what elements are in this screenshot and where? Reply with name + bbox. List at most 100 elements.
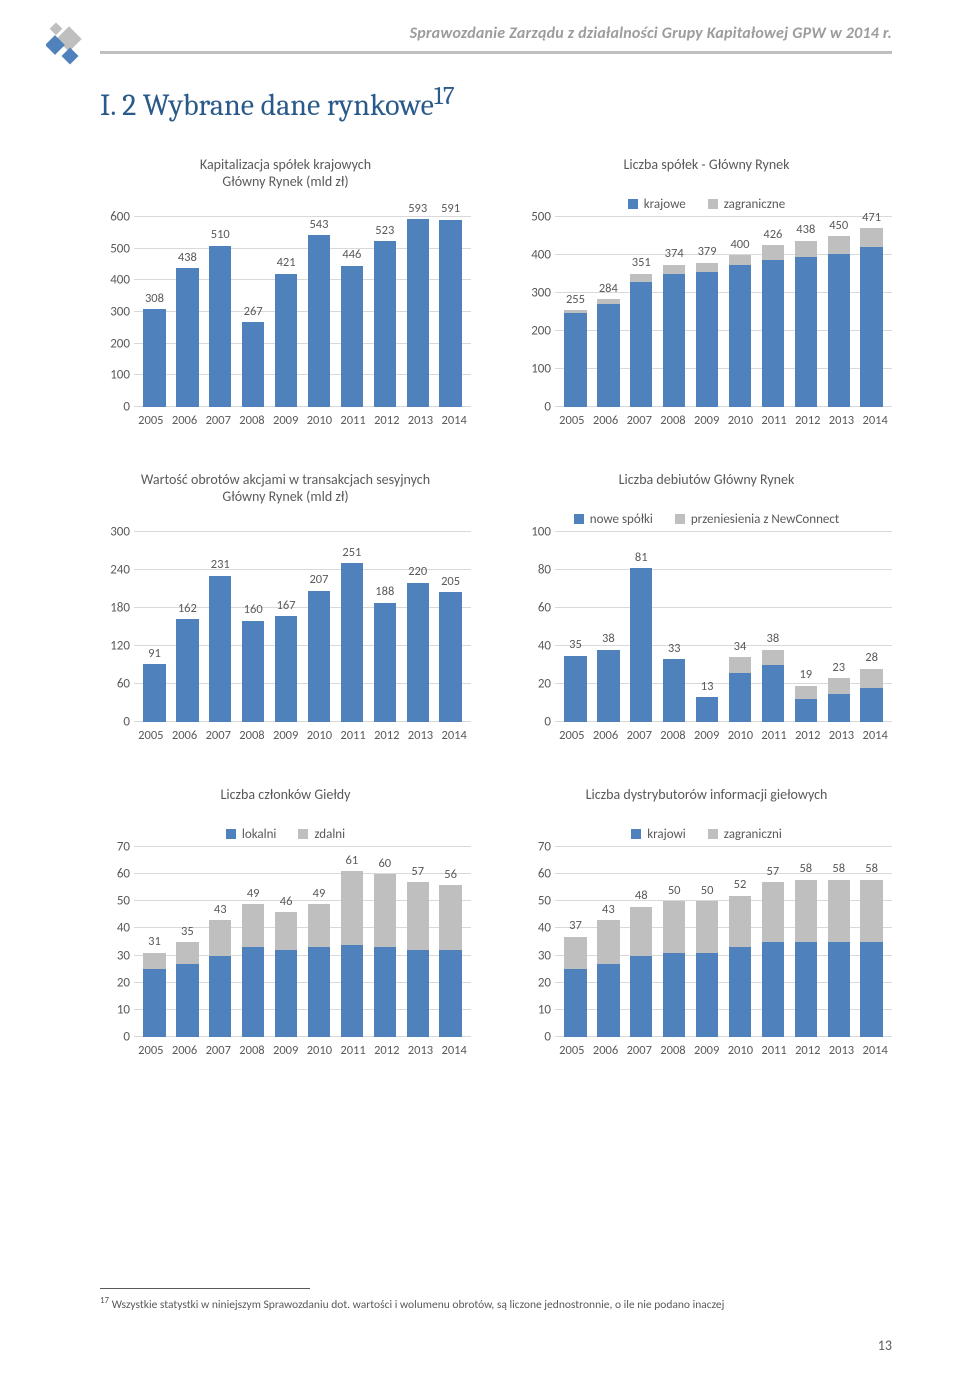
bar: 58 [822, 847, 855, 1037]
x-tick-label: 2013 [404, 728, 438, 743]
bar: 43 [204, 847, 237, 1037]
bar: 58 [855, 847, 888, 1037]
bar: 438 [789, 217, 822, 407]
gpw-logo-icon [46, 22, 96, 72]
bar-value-label: 379 [698, 246, 717, 259]
legend-item: krajowi [631, 825, 686, 843]
bar: 50 [691, 847, 724, 1037]
x-tick-label: 2006 [168, 413, 202, 428]
bar: 207 [303, 532, 336, 722]
bar: 446 [335, 217, 368, 407]
bar: 23 [822, 532, 855, 722]
x-tick-label: 2006 [589, 1043, 623, 1058]
x-tick-label: 2009 [269, 413, 303, 428]
x-tick-label: 2008 [235, 413, 269, 428]
bar-value-label: 160 [244, 604, 263, 617]
x-tick-label: 2011 [336, 728, 370, 743]
bar-value-label: 56 [444, 869, 457, 882]
bar-value-label: 543 [309, 219, 328, 232]
bar: 57 [401, 847, 434, 1037]
x-tick-label: 2010 [724, 413, 758, 428]
x-tick-label: 2008 [235, 1043, 269, 1058]
x-tick-label: 2013 [825, 413, 859, 428]
x-tick-label: 2012 [370, 1043, 404, 1058]
y-tick-label: 500 [110, 241, 130, 256]
x-tick-label: 2014 [437, 1043, 471, 1058]
bar-value-label: 438 [178, 252, 197, 265]
x-tick-label: 2013 [404, 413, 438, 428]
bar: 60 [368, 847, 401, 1037]
bar: 160 [237, 532, 270, 722]
chart-distributors: Liczba dystrybutorów informacji giełowyc… [521, 787, 892, 1058]
y-tick-label: 180 [110, 601, 130, 616]
x-tick-label: 2008 [656, 1043, 690, 1058]
x-tick-label: 2009 [269, 728, 303, 743]
bar-value-label: 351 [632, 257, 651, 270]
x-tick-label: 2009 [269, 1043, 303, 1058]
bar-value-label: 58 [832, 863, 845, 876]
bar-value-label: 50 [668, 885, 681, 898]
chart-turnover: Wartość obrotów akcjami w transakcjach s… [100, 472, 471, 743]
bar: 91 [138, 532, 171, 722]
bar: 523 [368, 217, 401, 407]
bar-value-label: 33 [668, 643, 681, 656]
bar: 43 [592, 847, 625, 1037]
x-tick-label: 2011 [757, 728, 791, 743]
x-tick-label: 2005 [555, 1043, 589, 1058]
y-tick-label: 0 [123, 400, 130, 415]
x-tick-label: 2006 [168, 1043, 202, 1058]
bar: 52 [724, 847, 757, 1037]
bar-value-label: 205 [441, 576, 460, 589]
bar-value-label: 471 [862, 212, 881, 225]
x-tick-label: 2005 [134, 1043, 168, 1058]
y-tick-label: 40 [117, 921, 130, 936]
y-tick-label: 40 [538, 639, 551, 654]
x-tick-label: 2010 [724, 1043, 758, 1058]
bar: 61 [335, 847, 368, 1037]
y-tick-label: 120 [110, 639, 130, 654]
x-tick-label: 2012 [791, 413, 825, 428]
y-tick-label: 200 [110, 336, 130, 351]
x-tick-label: 2010 [303, 728, 337, 743]
bar-value-label: 267 [244, 306, 263, 319]
y-tick-label: 100 [531, 525, 551, 540]
bar: 38 [592, 532, 625, 722]
x-tick-label: 2011 [336, 1043, 370, 1058]
bar-value-label: 591 [441, 203, 460, 216]
bar: 251 [335, 532, 368, 722]
bar-value-label: 58 [865, 863, 878, 876]
bar: 426 [756, 217, 789, 407]
x-tick-label: 2005 [555, 728, 589, 743]
bar-value-label: 57 [767, 866, 780, 879]
y-tick-label: 60 [538, 601, 551, 616]
x-tick-label: 2013 [825, 728, 859, 743]
x-tick-label: 2010 [724, 728, 758, 743]
bar-value-label: 49 [313, 888, 326, 901]
bar-value-label: 400 [730, 239, 749, 252]
bar: 188 [368, 532, 401, 722]
chart-members: Liczba członków Giełdy lokalnizdalni 010… [100, 787, 471, 1058]
x-tick-label: 2012 [370, 413, 404, 428]
bar-value-label: 220 [408, 566, 427, 579]
y-tick-label: 0 [123, 715, 130, 730]
legend-item: nowe spółki [574, 510, 653, 528]
y-tick-label: 60 [117, 677, 130, 692]
x-tick-label: 2007 [622, 728, 656, 743]
bar-value-label: 426 [763, 229, 782, 242]
x-tick-label: 2009 [690, 1043, 724, 1058]
bar: 81 [625, 532, 658, 722]
bar: 167 [270, 532, 303, 722]
bar-value-label: 188 [375, 586, 394, 599]
y-tick-label: 10 [117, 1002, 130, 1017]
bar: 267 [237, 217, 270, 407]
y-tick-label: 0 [544, 400, 551, 415]
y-tick-label: 20 [538, 975, 551, 990]
x-tick-label: 2005 [555, 413, 589, 428]
bar: 37 [559, 847, 592, 1037]
bar-value-label: 284 [599, 283, 618, 296]
bar: 510 [204, 217, 237, 407]
y-tick-label: 300 [110, 305, 130, 320]
header-rule [100, 51, 892, 54]
bar: 162 [171, 532, 204, 722]
y-tick-label: 50 [117, 894, 130, 909]
